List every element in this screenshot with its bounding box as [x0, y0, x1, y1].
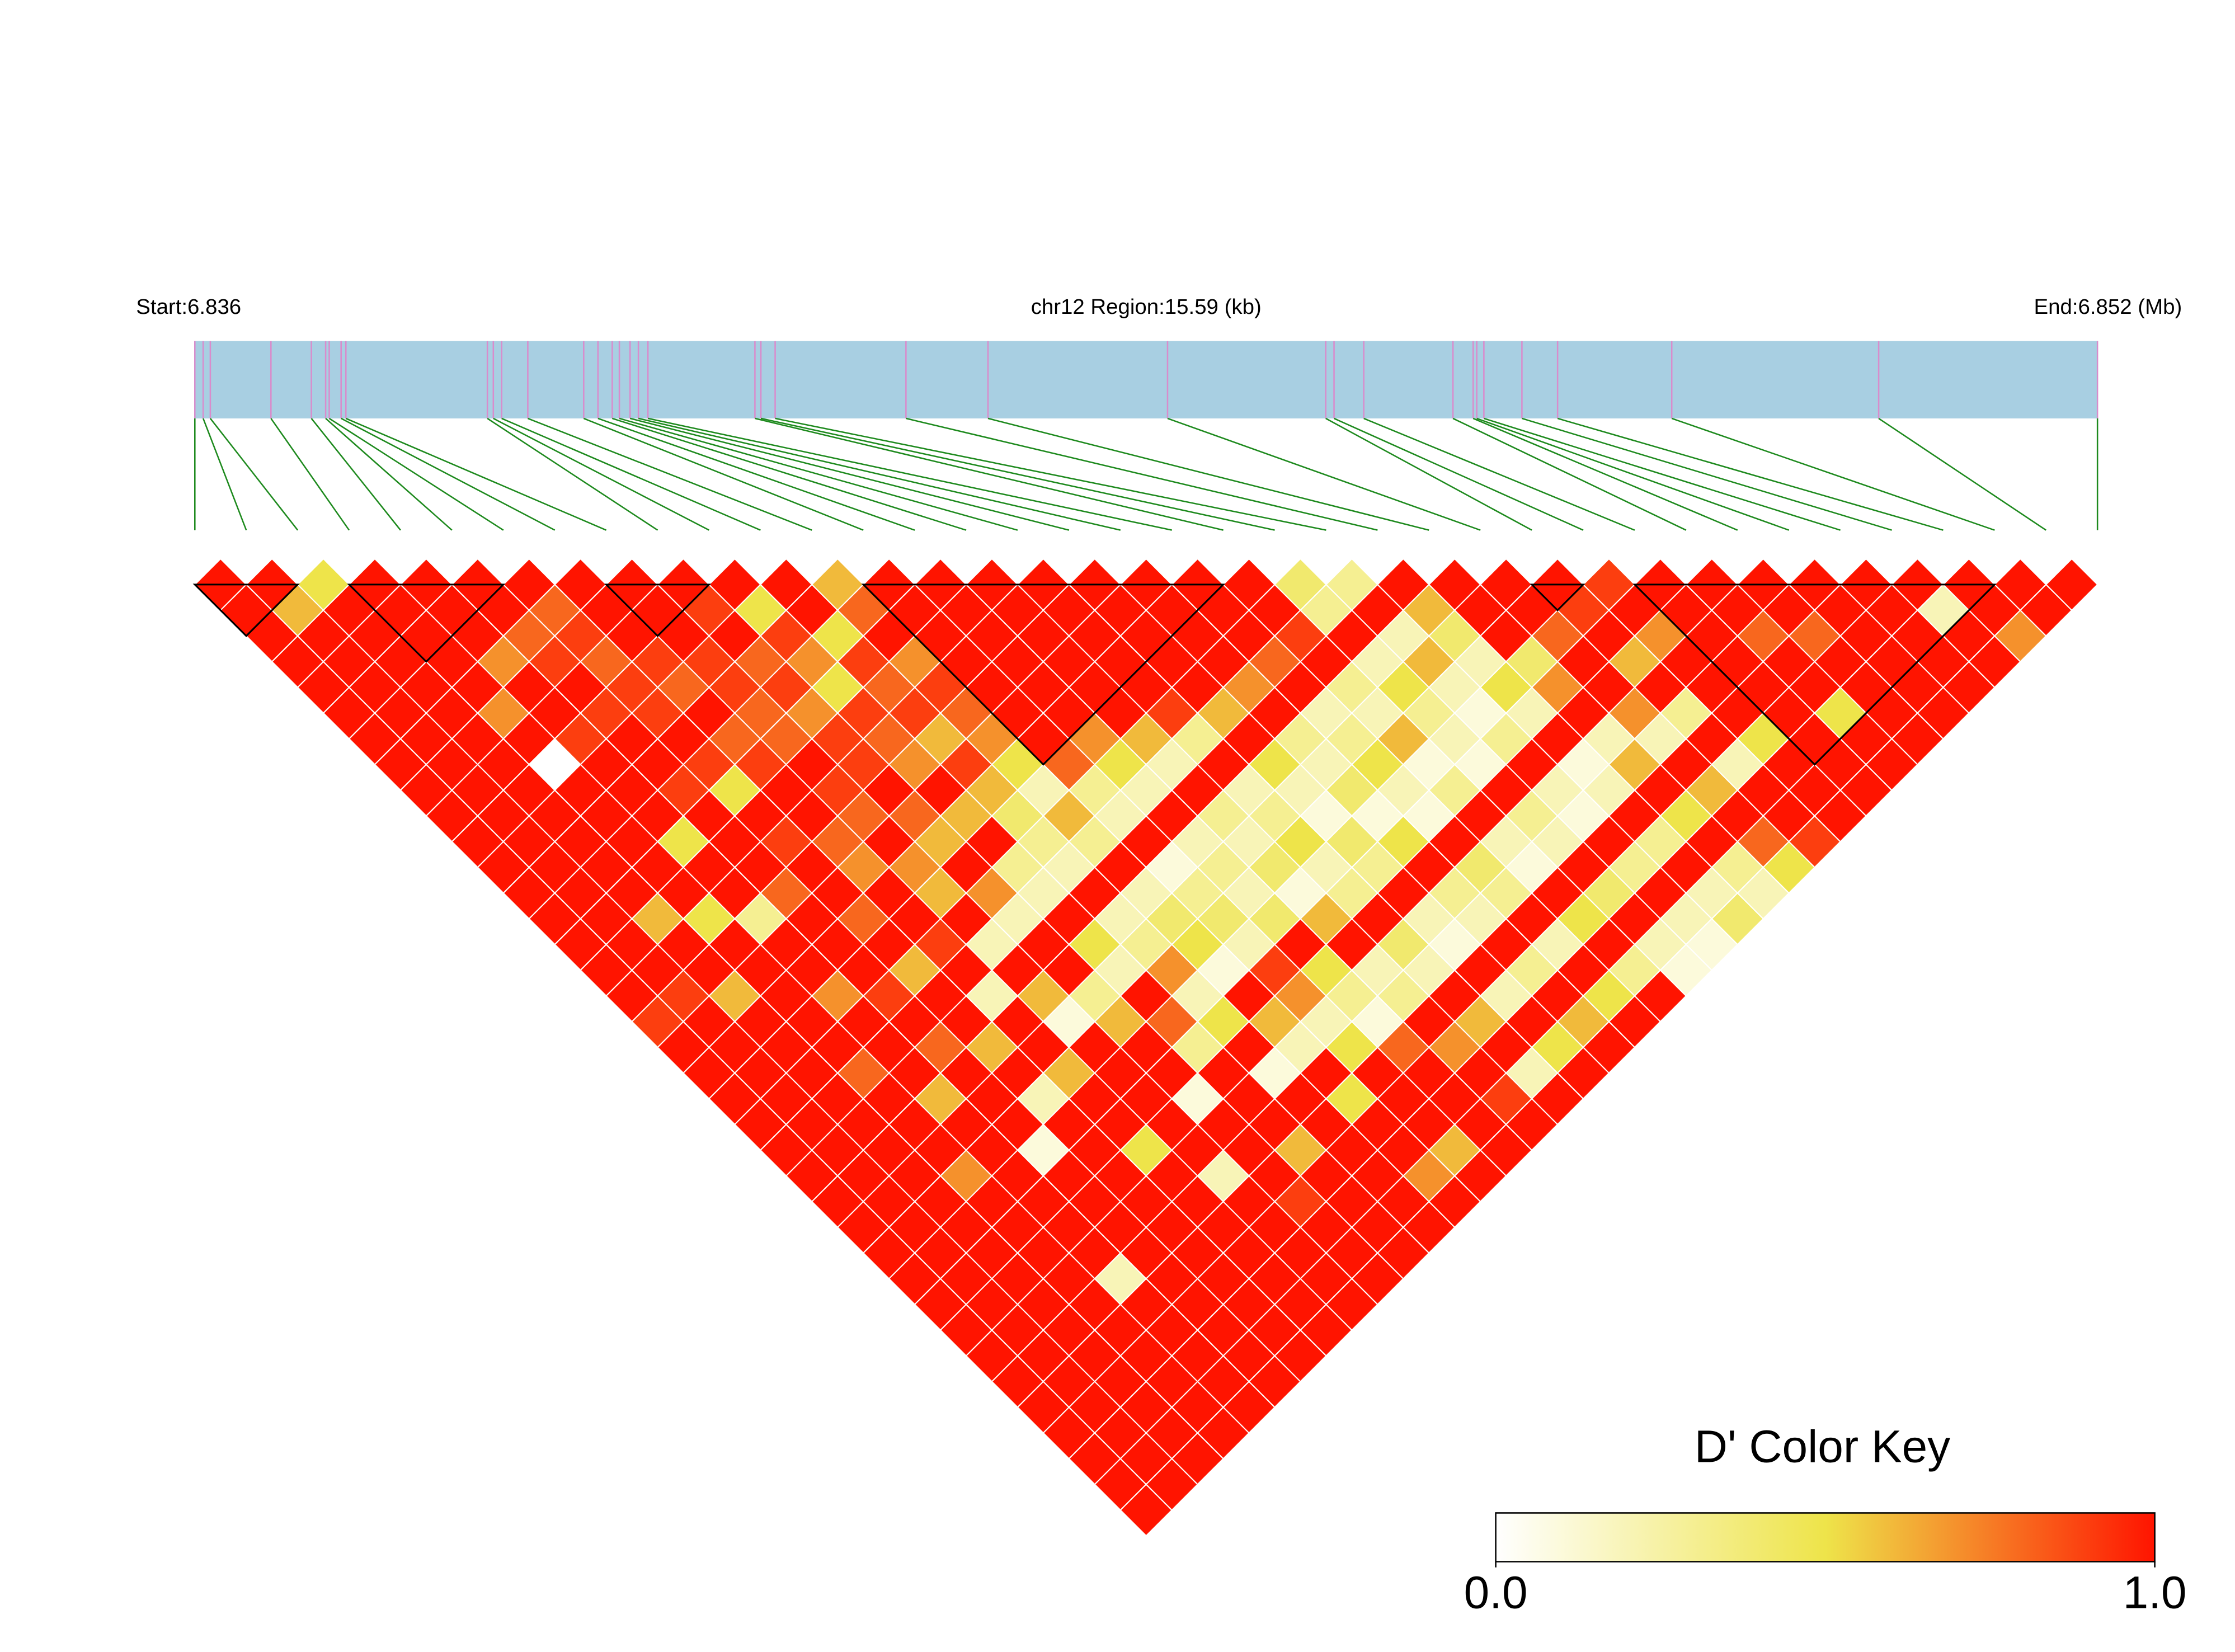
snp-connector — [501, 417, 761, 531]
snp-connector — [270, 418, 350, 531]
snp-connector — [325, 417, 453, 531]
ld-block — [604, 583, 712, 637]
snp-connector — [611, 417, 967, 531]
snp-connector — [987, 417, 1429, 531]
key-title: D' Color Key — [1695, 1421, 1950, 1472]
ld-block — [861, 583, 1226, 766]
snp-connector — [760, 417, 1275, 531]
snp-connector — [1557, 417, 1944, 531]
snp-connector — [775, 417, 1326, 531]
ld-cell — [2045, 558, 2098, 611]
snp-connector — [310, 418, 401, 531]
snp-connector — [1472, 417, 1738, 531]
snp-connector — [647, 417, 1172, 531]
ld-block — [192, 583, 300, 637]
snp-connector — [1167, 417, 1481, 531]
snp-connector — [341, 417, 556, 531]
snp-connector — [1878, 417, 2046, 531]
snp-connector — [1522, 417, 1892, 531]
snp-connector — [1452, 417, 1687, 531]
region-track — [195, 341, 2098, 418]
snp-connector — [597, 417, 915, 531]
snp-connector — [583, 417, 864, 531]
snp-connector — [1483, 417, 1841, 531]
snp-connector — [527, 417, 812, 531]
ld-block — [1632, 583, 1997, 766]
snp-connector — [487, 417, 658, 531]
ld-block — [347, 583, 506, 663]
snp-connector — [209, 418, 299, 531]
key-tick-label: 0.0 — [1464, 1568, 1528, 1618]
snp-connector — [638, 417, 1121, 531]
snp-connector — [493, 417, 710, 531]
end-label: End:6.852 (Mb) — [2034, 295, 2182, 319]
color-key-bar — [1495, 1512, 2156, 1562]
snp-connector — [345, 417, 607, 531]
snp-connector — [1476, 417, 1790, 531]
snp-connector — [755, 417, 1224, 531]
region-label: chr12 Region:15.59 (kb) — [1031, 295, 1262, 319]
snp-connector — [1363, 417, 1635, 531]
snp-connector — [1334, 417, 1584, 531]
ld-block — [1530, 583, 1585, 611]
snp-connector — [328, 417, 504, 531]
start-label: Start:6.836 — [136, 295, 241, 319]
key-tick-label: 1.0 — [2123, 1568, 2187, 1618]
snp-connector — [1671, 417, 1995, 531]
snp-connector — [629, 417, 1070, 531]
ld-cells — [194, 558, 2098, 1537]
snp-connector — [1325, 417, 1532, 531]
snp-connector — [202, 418, 247, 531]
snp-connector — [906, 417, 1378, 531]
snp-connector — [619, 417, 1018, 531]
